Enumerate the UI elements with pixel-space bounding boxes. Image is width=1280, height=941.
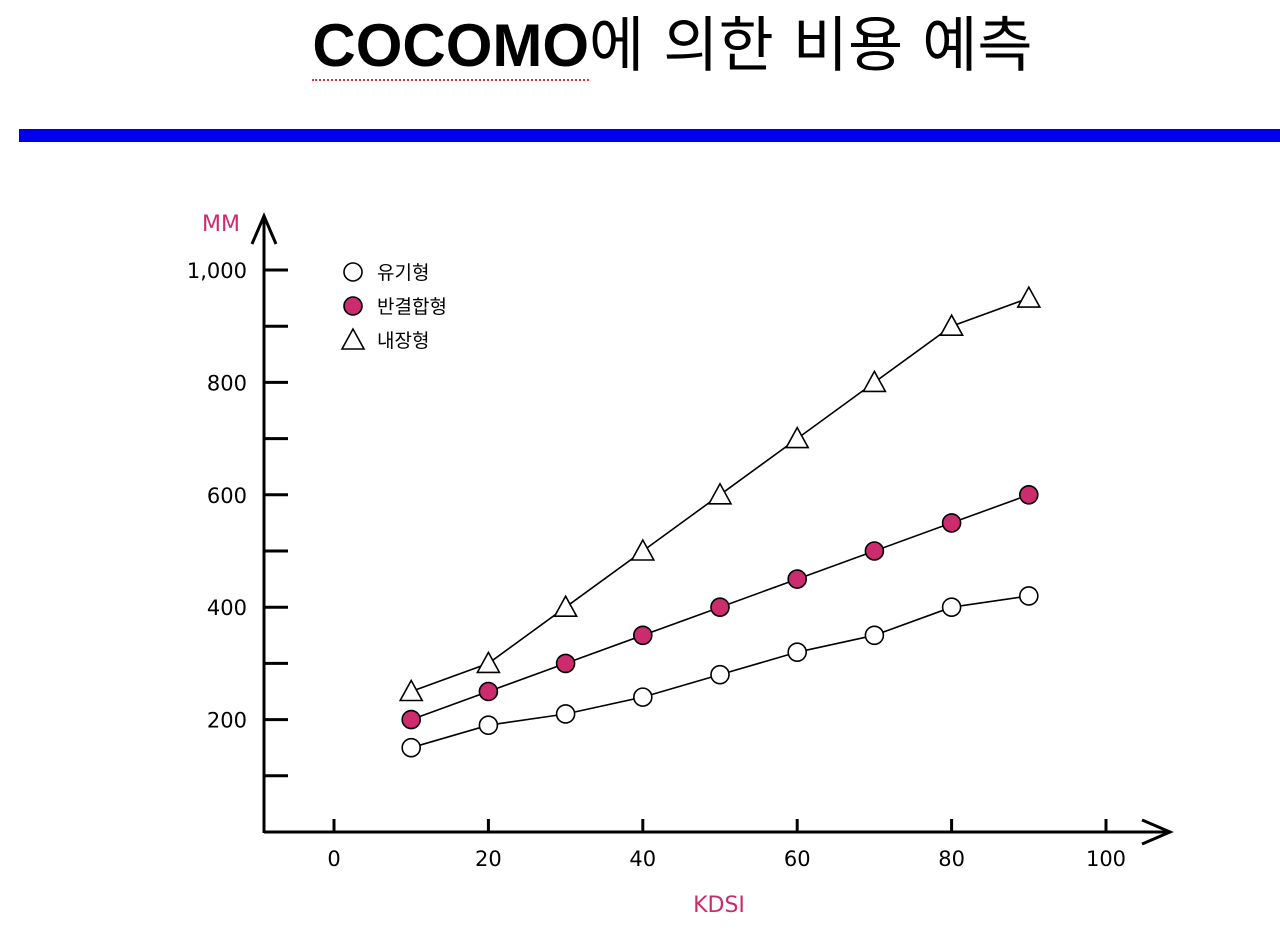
x-tick-label: 20 — [475, 847, 502, 871]
legend-item: 유기형 — [343, 262, 429, 284]
data-point — [710, 664, 730, 685]
axes-group: MM KDSI — [202, 212, 1174, 918]
data-point — [555, 653, 576, 674]
y-tick-label: 800 — [207, 371, 247, 395]
data-point — [939, 313, 964, 337]
data-point — [787, 642, 808, 662]
data-point — [555, 704, 576, 724]
slide-title-korean: 에 의한 비용 예측 — [589, 11, 1033, 81]
y-tick-label: 1,000 — [187, 259, 247, 283]
legend-label: 반결합형 — [377, 296, 447, 318]
data-point — [553, 594, 578, 618]
data-point — [478, 715, 499, 736]
x-tick-label: 80 — [938, 847, 965, 871]
legend-label: 유기형 — [377, 262, 429, 284]
data-point — [630, 538, 656, 561]
slide-title: COCOMO에 의한 비용 예측 — [0, 6, 1280, 86]
x-tick-label: 100 — [1086, 847, 1126, 871]
data-point — [401, 737, 422, 758]
data-point — [787, 569, 808, 589]
data-point — [1019, 586, 1039, 606]
series-group — [398, 285, 1042, 758]
data-point — [1019, 484, 1039, 505]
y-tick-label: 400 — [207, 596, 247, 620]
data-point — [707, 482, 733, 505]
series-0 — [401, 586, 1039, 758]
y-tick-label: 200 — [207, 709, 247, 733]
y-axis-title: MM — [202, 212, 240, 237]
y-tick-label: 600 — [207, 484, 247, 508]
data-point — [862, 369, 887, 393]
data-point — [864, 541, 885, 561]
x-tick-label: 40 — [629, 847, 656, 871]
data-point — [476, 650, 501, 674]
data-point — [941, 513, 962, 533]
legend-label: 내장형 — [377, 330, 429, 352]
x-tick-label: 60 — [784, 847, 811, 871]
x-tick-label: 0 — [327, 847, 340, 871]
title-underline-bar — [19, 129, 1280, 142]
legend-marker — [340, 327, 366, 350]
y-axis-arrowhead — [250, 212, 278, 245]
series-1 — [401, 484, 1039, 730]
data-point — [941, 597, 962, 618]
legend-marker — [343, 296, 363, 316]
data-point — [632, 687, 653, 707]
data-point — [710, 597, 730, 618]
data-point — [478, 681, 499, 702]
x-axis-arrowhead — [1141, 818, 1174, 846]
legend-item: 내장형 — [340, 327, 429, 352]
data-point — [864, 625, 885, 646]
x-axis-title: KDSI — [693, 893, 745, 918]
ticks-group: 0 20 40 60 80 100 200 400 600 800 1,000 — [187, 259, 1126, 871]
data-point — [784, 425, 810, 449]
slide-title-latin: COCOMO — [312, 12, 590, 81]
series-2 — [398, 285, 1042, 702]
data-point — [632, 625, 653, 646]
data-point — [401, 709, 422, 730]
data-point — [398, 678, 424, 702]
data-point — [1016, 285, 1042, 308]
legend-marker — [343, 262, 363, 282]
legend-item: 반결합형 — [343, 296, 447, 318]
